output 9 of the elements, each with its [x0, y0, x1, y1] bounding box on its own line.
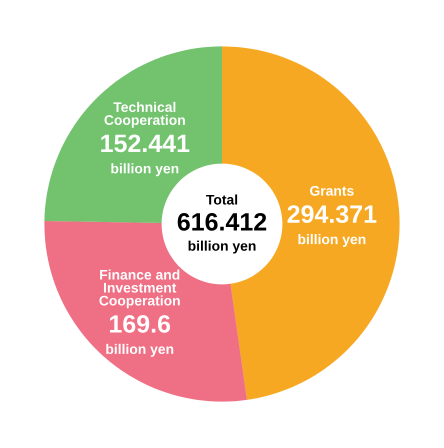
- text: Total: [206, 194, 238, 205]
- data-label: 169.6 billion yen: [106, 315, 174, 357]
- slice-label: Finance and Investment Cooperation: [99, 269, 180, 308]
- text: 616.412: [178, 213, 266, 231]
- slice-label: Grants: [310, 186, 354, 196]
- data-label: 152.441 billion yen: [101, 134, 190, 176]
- slice-label: Technical Cooperation: [104, 102, 185, 128]
- data-label: 294.371 billion yen: [288, 205, 376, 247]
- text: billion yen: [188, 240, 256, 254]
